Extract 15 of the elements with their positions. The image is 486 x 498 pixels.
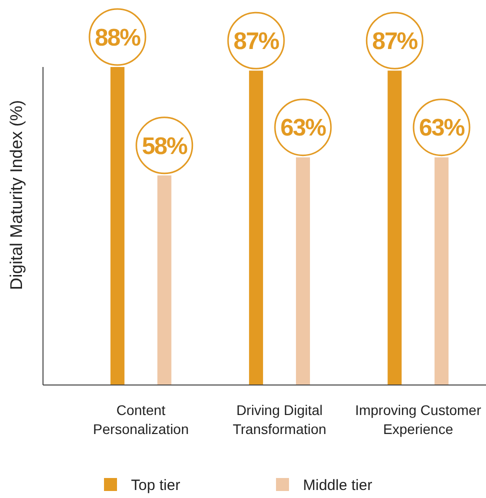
data-label: 87%: [372, 28, 418, 56]
x-tick-label: Driving Digital Transformation: [232, 402, 326, 437]
data-label: 58%: [142, 132, 188, 160]
bar: [157, 175, 172, 385]
y-axis-title: Digital Maturity Index (%): [7, 100, 26, 290]
data-label: 88%: [94, 24, 141, 52]
data-label: 63%: [280, 114, 326, 142]
bar: [434, 157, 449, 385]
x-tick-label: Content Personalization: [93, 402, 189, 437]
data-label: 63%: [419, 114, 465, 142]
legend-label: Middle tier: [303, 477, 372, 494]
x-tick-label: Improving Customer Experience: [355, 402, 482, 437]
bar: [296, 157, 310, 385]
data-label: 87%: [234, 28, 280, 56]
legend-label: Top tier: [131, 477, 180, 494]
